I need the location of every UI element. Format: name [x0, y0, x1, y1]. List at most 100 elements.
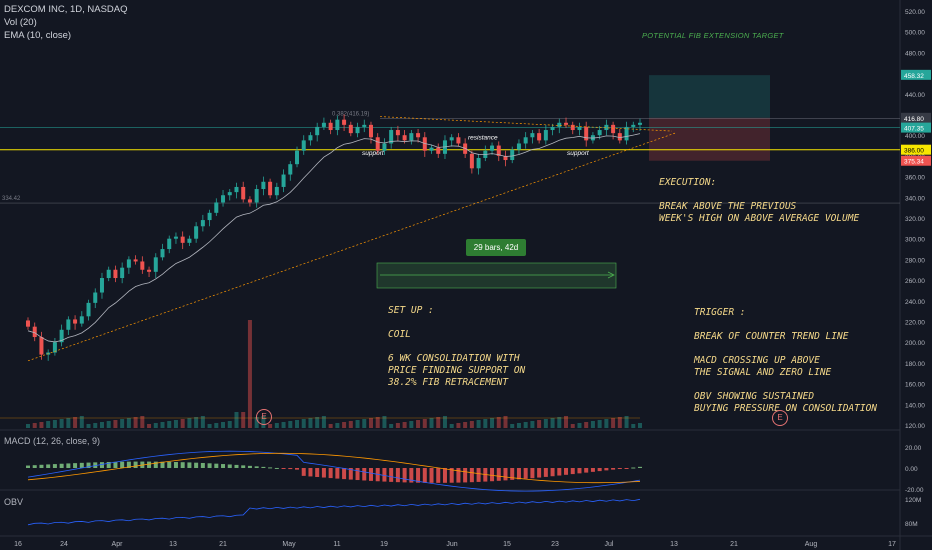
- macd-histogram-bar: [584, 468, 589, 473]
- macd-histogram-bar: [106, 461, 111, 468]
- time-tick-label: 21: [219, 541, 227, 548]
- volume-bar: [106, 421, 111, 428]
- date-range-box: [376, 262, 617, 289]
- macd-histogram-bar: [247, 465, 252, 468]
- macd-histogram-bar: [26, 465, 30, 468]
- volume-bar: [624, 416, 629, 428]
- volume-bar: [281, 422, 286, 428]
- candle-body: [355, 126, 360, 134]
- price-badge-label: 386.00: [904, 148, 924, 155]
- candle-body: [315, 126, 320, 136]
- time-tick-label: 11: [333, 541, 340, 548]
- pattern-label: support: [567, 150, 590, 157]
- candle-body: [510, 149, 515, 161]
- macd-histogram-bar: [442, 468, 447, 483]
- volume-bar: [173, 420, 178, 428]
- volume-bar: [389, 424, 394, 428]
- price-tick-label: 340.00: [905, 195, 925, 202]
- volume-bar: [402, 422, 407, 428]
- candle-body: [604, 124, 609, 131]
- setup-note: SET UP : COIL 6 WK CONSOLIDATION WITH PR…: [388, 305, 526, 388]
- price-badge-label: 416.80: [904, 116, 924, 123]
- macd-histogram-bar: [570, 468, 575, 475]
- volume-bar: [32, 423, 37, 428]
- volume-indicator-label[interactable]: Vol (20): [4, 17, 37, 28]
- volume-bar: [335, 423, 340, 428]
- macd-histogram-bar: [167, 461, 172, 468]
- macd-label[interactable]: MACD (12, 26, close, 9): [4, 436, 101, 446]
- candle-body: [39, 337, 44, 355]
- macd-histogram-bar: [52, 464, 57, 468]
- macd-histogram-bar: [73, 463, 78, 468]
- volume-bar: [113, 420, 118, 428]
- macd-histogram-bar: [315, 468, 320, 477]
- price-badge-label: 458.32: [904, 73, 924, 80]
- macd-tick-label: 20.00: [905, 445, 922, 452]
- candle-body: [59, 329, 64, 343]
- macd-histogram-bar: [510, 468, 515, 480]
- candle-body: [368, 124, 373, 138]
- earnings-marker-1[interactable]: E: [256, 409, 272, 425]
- price-badge: [901, 144, 931, 155]
- volume-bar: [503, 416, 508, 428]
- candle-body: [416, 133, 421, 138]
- volume-bar: [93, 423, 98, 428]
- pattern-label: support: [362, 150, 385, 157]
- candle-body: [106, 269, 111, 279]
- volume-bar: [301, 419, 306, 428]
- macd-histogram-bar: [227, 464, 232, 468]
- macd-histogram-bar: [550, 468, 555, 477]
- volume-bar: [570, 424, 575, 428]
- candle-body: [584, 126, 589, 141]
- obv-line: [27, 498, 641, 526]
- volume-bar: [214, 423, 219, 428]
- candle-body: [476, 157, 481, 169]
- candle-body: [113, 269, 118, 279]
- candle-body: [375, 137, 380, 151]
- volume-bar: [611, 418, 616, 428]
- volume-bar: [496, 417, 501, 428]
- price-tick-label: 120.00: [905, 423, 925, 430]
- symbol-title: DEXCOM INC, 1D, NASDAQ: [4, 4, 128, 15]
- volume-bar: [617, 417, 622, 428]
- volume-bar: [247, 320, 252, 428]
- price-tick-label: 360.00: [905, 175, 925, 182]
- candle-body: [79, 316, 84, 324]
- candle-body: [120, 267, 125, 279]
- time-tick-label: 13: [670, 541, 678, 548]
- candle-body: [402, 135, 407, 141]
- candle-body: [126, 259, 131, 268]
- macd-histogram-bar: [469, 468, 474, 483]
- time-tick-label: Jun: [446, 541, 457, 548]
- candle-body: [301, 140, 306, 151]
- price-tick-label: 240.00: [905, 299, 925, 306]
- price-badge: [901, 112, 931, 123]
- execution-note: EXECUTION: BREAK ABOVE THE PREVIOUS WEEK…: [659, 177, 860, 224]
- macd-histogram-bar: [221, 464, 226, 468]
- macd-histogram-bar: [126, 461, 131, 468]
- obv-label[interactable]: OBV: [4, 497, 24, 507]
- candle-body: [321, 122, 326, 127]
- support-trendline: [27, 132, 676, 362]
- macd-histogram-bar: [46, 464, 51, 468]
- macd-histogram-bar: [597, 468, 602, 472]
- ema-indicator-label[interactable]: EMA (10, close): [4, 30, 72, 41]
- volume-bar: [153, 423, 158, 428]
- macd-histogram-bar: [516, 468, 521, 480]
- macd-histogram-bar: [342, 468, 347, 480]
- earnings-marker-2[interactable]: E: [772, 410, 788, 426]
- time-tick-label: 16: [14, 541, 22, 548]
- time-tick-label: 13: [169, 541, 177, 548]
- volume-bar: [368, 418, 373, 428]
- candle-body: [429, 147, 434, 151]
- macd-histogram-bar: [113, 461, 118, 468]
- macd-histogram-bar: [436, 468, 441, 483]
- macd-histogram-bar: [382, 468, 387, 482]
- volume-bar: [449, 424, 454, 428]
- candle-body: [624, 126, 629, 141]
- macd-histogram-bar: [638, 466, 642, 468]
- macd-histogram-bar: [147, 461, 152, 468]
- time-tick-label: 21: [730, 541, 738, 548]
